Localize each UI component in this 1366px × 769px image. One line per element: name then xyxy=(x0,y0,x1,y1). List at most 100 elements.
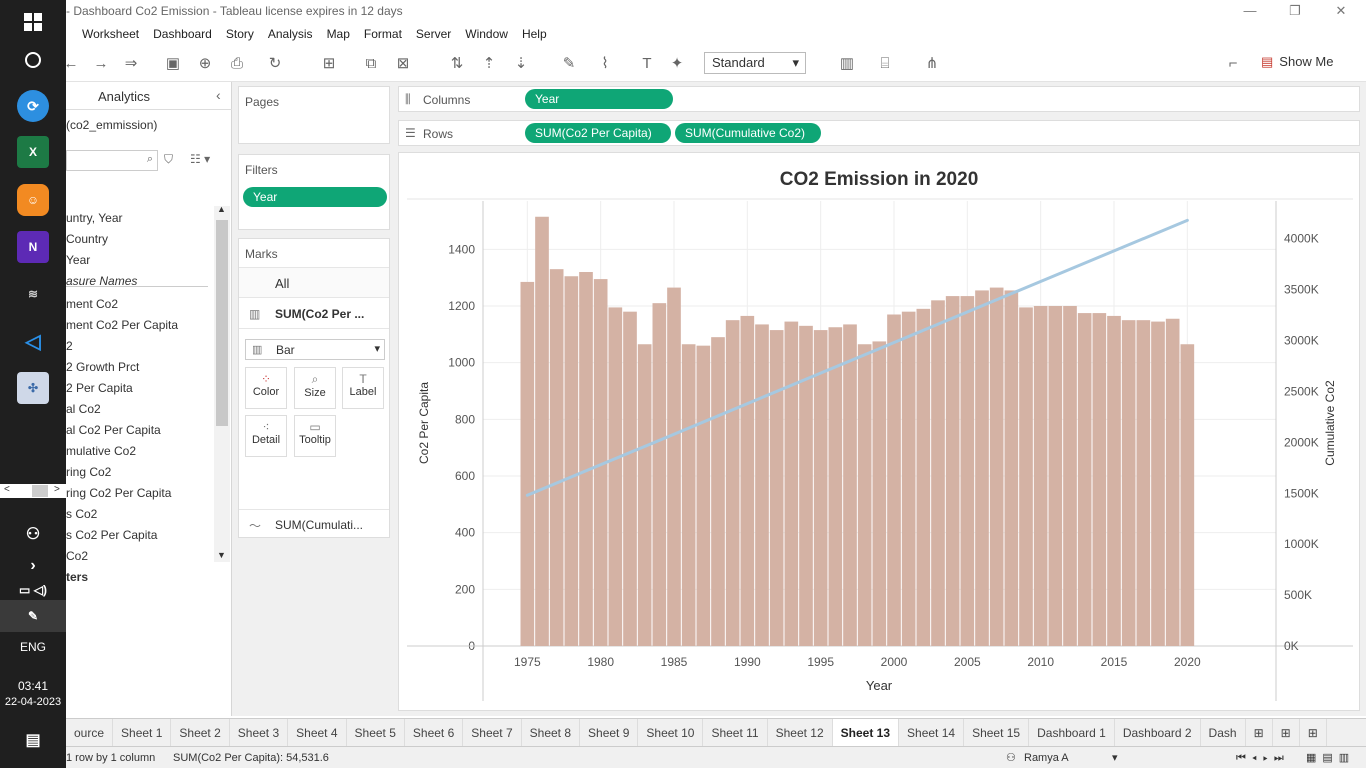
close-icon[interactable]: ✕ xyxy=(1335,3,1347,18)
chevron-right-icon[interactable]: › xyxy=(30,557,36,574)
app-orange-icon[interactable]: ☺ xyxy=(17,184,49,216)
field-item[interactable]: s Co2 xyxy=(66,507,98,521)
sheet-tab[interactable]: Sheet 1 xyxy=(113,718,172,747)
menu-help[interactable]: Help xyxy=(521,27,547,41)
sheet-tab[interactable]: Dashboard 1 xyxy=(1029,718,1115,747)
detail-button[interactable]: ⁖ Detail xyxy=(245,415,287,457)
sheet-tab[interactable]: Sheet 7 xyxy=(463,718,522,747)
menu-dashboard[interactable]: Dashboard xyxy=(153,27,212,41)
sheet-tab[interactable]: Sheet 13 xyxy=(832,718,900,747)
sheet-tab[interactable]: Sheet 6 xyxy=(405,718,464,747)
app-n-icon[interactable]: N xyxy=(17,231,49,263)
scroll-down-icon[interactable]: ▼ xyxy=(217,550,226,560)
swap-icon[interactable]: ⇅ xyxy=(450,55,464,72)
rows-shelf[interactable]: ☰ Rows SUM(Co2 Per Capita) SUM(Cumulativ… xyxy=(398,120,1360,146)
pause-updates-icon[interactable]: ⎙ xyxy=(230,55,243,72)
tooltip-button[interactable]: ▭ Tooltip xyxy=(294,415,336,457)
view-toggle-icon[interactable]: ▦▤▥ xyxy=(1306,752,1356,764)
field-item[interactable]: untry, Year xyxy=(66,211,123,225)
taskbar-scrollbar[interactable]: < > xyxy=(0,484,66,498)
excel-icon[interactable]: X xyxy=(17,136,49,168)
search-circle-icon[interactable] xyxy=(17,44,49,76)
marks-measure-2[interactable]: 〜 SUM(Cumulati... xyxy=(239,509,389,539)
field-item[interactable]: ring Co2 Per Capita xyxy=(66,486,172,500)
new-story-icon[interactable]: ⊞ xyxy=(1300,718,1327,747)
sync-app-icon[interactable]: ⟳ xyxy=(17,90,49,122)
show-me-button[interactable]: ▤ Show Me xyxy=(1261,54,1334,70)
sort-asc-icon[interactable]: ⇡ xyxy=(482,55,496,72)
filter-icon[interactable]: ⛉ xyxy=(164,152,174,166)
menu-worksheet[interactable]: Worksheet xyxy=(82,27,140,41)
vscode-icon[interactable]: ◁ xyxy=(25,330,41,353)
menu-server[interactable]: Server xyxy=(415,27,452,41)
attach-icon[interactable]: ⌇ xyxy=(601,55,609,72)
size-button[interactable]: ⌕ Size xyxy=(294,367,336,409)
notification-icon[interactable]: ▤ xyxy=(25,732,41,749)
wifi-app-icon[interactable]: ≋ xyxy=(27,287,39,301)
sheet-tab[interactable]: Sheet 14 xyxy=(899,718,965,747)
field-item[interactable]: Year xyxy=(66,253,91,267)
marks-measure-1[interactable]: ▥ SUM(Co2 Per ... xyxy=(239,297,389,329)
marks-all[interactable]: All xyxy=(239,267,389,297)
minimize-icon[interactable]: — xyxy=(1243,3,1257,18)
columns-shelf[interactable]: ⫼ Columns Year xyxy=(398,86,1360,112)
field-item[interactable]: 2 Per Capita xyxy=(66,381,133,395)
collapse-icon[interactable]: ‹ xyxy=(216,87,221,103)
sheet-tab[interactable]: Sheet 11 xyxy=(703,718,768,747)
mark-type-select[interactable]: ▥ Bar ▾ xyxy=(245,339,385,360)
filter-pill-year[interactable]: Year xyxy=(243,187,387,207)
tab-analytics[interactable]: Analytics xyxy=(98,89,151,104)
search-input[interactable]: ⌕ xyxy=(66,150,158,171)
share-icon[interactable]: ⋔ xyxy=(925,55,939,72)
field-item[interactable]: asure Names xyxy=(66,274,138,288)
label-button[interactable]: T Label xyxy=(342,367,384,409)
field-item[interactable]: Co2 xyxy=(66,549,89,563)
field-item[interactable]: 2 Growth Prct xyxy=(66,360,140,374)
rows-pill-co2-per-capita[interactable]: SUM(Co2 Per Capita) xyxy=(525,123,671,143)
windows-start-icon[interactable] xyxy=(17,6,49,38)
new-worksheet-icon[interactable]: ⊞ xyxy=(1246,718,1273,747)
fit-select[interactable]: Standard ▾ xyxy=(704,52,806,74)
scroll-up-icon[interactable]: ▲ xyxy=(217,204,226,214)
field-item[interactable]: al Co2 xyxy=(66,402,101,416)
new-sheet-icon[interactable]: ⊞ xyxy=(322,55,336,72)
sheet-tab[interactable]: Sheet 5 xyxy=(347,718,405,747)
replay-icon[interactable]: ⇒ xyxy=(124,55,138,72)
field-item[interactable]: mulative Co2 xyxy=(66,444,137,458)
new-dashboard-icon[interactable]: ⊞ xyxy=(1273,718,1300,747)
field-item[interactable]: s Co2 Per Capita xyxy=(66,528,158,542)
sheet-tab[interactable]: Dash xyxy=(1201,718,1246,747)
status-user[interactable]: Ramya A xyxy=(1024,752,1069,764)
field-list-scrollbar[interactable]: ▲ ▼ xyxy=(214,204,230,562)
language-indicator[interactable]: ENG xyxy=(19,640,46,654)
show-cards-icon[interactable]: ▥ xyxy=(839,55,855,72)
duplicate-sheet-icon[interactable]: ⧉ xyxy=(365,55,377,72)
sheet-tab[interactable]: ource xyxy=(66,718,114,747)
text-icon[interactable]: T xyxy=(642,55,652,72)
sheet-tab[interactable]: Sheet 15 xyxy=(964,718,1030,747)
menu-map[interactable]: Map xyxy=(326,27,350,41)
sheet-tab[interactable]: Sheet 9 xyxy=(580,718,639,747)
field-item[interactable]: 2 xyxy=(66,339,73,353)
filters-card[interactable]: Filters Year xyxy=(238,154,390,230)
field-item[interactable]: ment Co2 xyxy=(66,297,119,311)
sheet-tab[interactable]: Sheet 3 xyxy=(230,718,289,747)
refresh-icon[interactable]: ↻ xyxy=(268,55,282,72)
presentation-icon[interactable]: ⌸ xyxy=(880,55,890,72)
user-dropdown-icon[interactable]: ▾ xyxy=(1112,752,1118,764)
nav-arrows-icon[interactable]: ⏮◂▸⏭ xyxy=(1236,752,1290,764)
field-item[interactable]: al Co2 Per Capita xyxy=(66,423,161,437)
pin-icon[interactable]: ✦ xyxy=(670,55,684,72)
sheet-tab[interactable]: Sheet 10 xyxy=(638,718,704,747)
highlight-icon[interactable]: ✎ xyxy=(562,55,576,72)
columns-pill-year[interactable]: Year xyxy=(525,89,673,109)
redo-icon[interactable]: → xyxy=(93,55,109,72)
undo-icon[interactable]: ← xyxy=(63,55,79,72)
battery-volume-icon[interactable]: ▭ ◁) xyxy=(19,583,47,597)
clear-sheet-icon[interactable]: ⊠ xyxy=(396,55,410,72)
sort-desc-icon[interactable]: ⇣ xyxy=(514,55,528,72)
field-item[interactable]: ment Co2 Per Capita xyxy=(66,318,179,332)
field-item[interactable]: Country xyxy=(66,232,109,246)
sheet-tab[interactable]: Sheet 2 xyxy=(171,718,230,747)
view-options-icon[interactable]: ☷ ▾ xyxy=(190,152,211,166)
